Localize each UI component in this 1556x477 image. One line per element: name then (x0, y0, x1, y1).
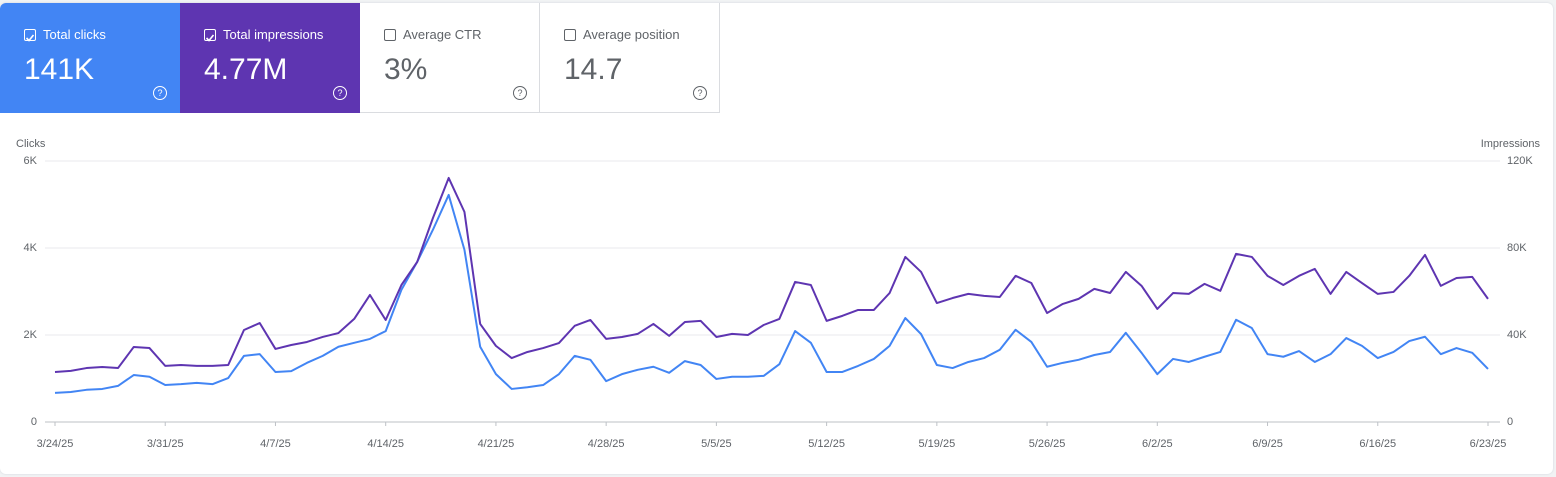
help-icon[interactable]: ? (333, 86, 347, 100)
checkbox[interactable] (384, 29, 396, 41)
metric-label: Average CTR (403, 27, 482, 42)
help-icon[interactable]: ? (513, 86, 527, 100)
data-line (54, 193, 1489, 394)
y-tick-label: 2K (24, 329, 38, 341)
metric-value: 3% (384, 53, 428, 86)
y2-tick-label: 80K (1507, 242, 1527, 254)
checkbox[interactable] (24, 29, 36, 42)
x-tick-label: 5/19/25 (918, 438, 955, 450)
checkbox[interactable] (564, 29, 576, 41)
y2-axis-title: Impressions (1481, 138, 1541, 150)
chart: Clicks Impressions 0 2K 4K 6K 0 40K 80K 120K 3/24/… (16, 138, 1541, 450)
metric-label: Total clicks (43, 27, 106, 42)
x-tick-label: 6/9/25 (1252, 438, 1283, 450)
x-tick-label: 6/2/25 (1142, 438, 1173, 450)
x-tick-label: 4/21/25 (478, 438, 515, 450)
metric-card[interactable]: Total clicks 141K? (0, 3, 180, 113)
x-tick-label: 4/7/25 (260, 438, 291, 450)
x-tick-label: 6/23/25 (1470, 438, 1507, 450)
y2-tick-label: 120K (1507, 155, 1533, 167)
metric-label: Average position (583, 27, 680, 42)
x-tick-label: 3/24/25 (37, 438, 74, 450)
help-icon[interactable]: ? (693, 86, 707, 100)
performance-panel: Total clicks 141K? Total impressions 4.77M?… (0, 3, 1553, 474)
metric-card[interactable]: Total impressions 4.77M? (180, 3, 360, 113)
x-tick-label: 5/26/25 (1029, 438, 1066, 450)
x-tick-label: 4/14/25 (367, 438, 404, 450)
y-tick-label: 0 (31, 416, 37, 428)
y2-tick-label: 40K (1507, 329, 1527, 341)
y2-tick-label: 0 (1507, 416, 1513, 428)
y-tick-label: 4K (24, 242, 38, 254)
metric-value: 4.77M (204, 53, 288, 86)
metric-card[interactable]: Average CTR 3%? (360, 3, 540, 113)
y-tick-label: 6K (24, 155, 38, 167)
x-tick-label: 3/31/25 (147, 438, 184, 450)
x-tick-label: 6/16/25 (1359, 438, 1396, 450)
metric-card[interactable]: Average position 14.7? (540, 3, 720, 113)
metric-value: 141K (24, 53, 95, 86)
x-tick-label: 5/12/25 (808, 438, 845, 450)
checkbox[interactable] (204, 29, 216, 42)
help-icon[interactable]: ? (153, 86, 167, 100)
x-tick-label: 4/28/25 (588, 438, 625, 450)
metric-value: 14.7 (564, 53, 623, 86)
data-line (54, 176, 1489, 373)
metric-label: Total impressions (223, 27, 324, 42)
x-tick-label: 5/5/25 (701, 438, 732, 450)
y-axis-title: Clicks (16, 138, 46, 150)
